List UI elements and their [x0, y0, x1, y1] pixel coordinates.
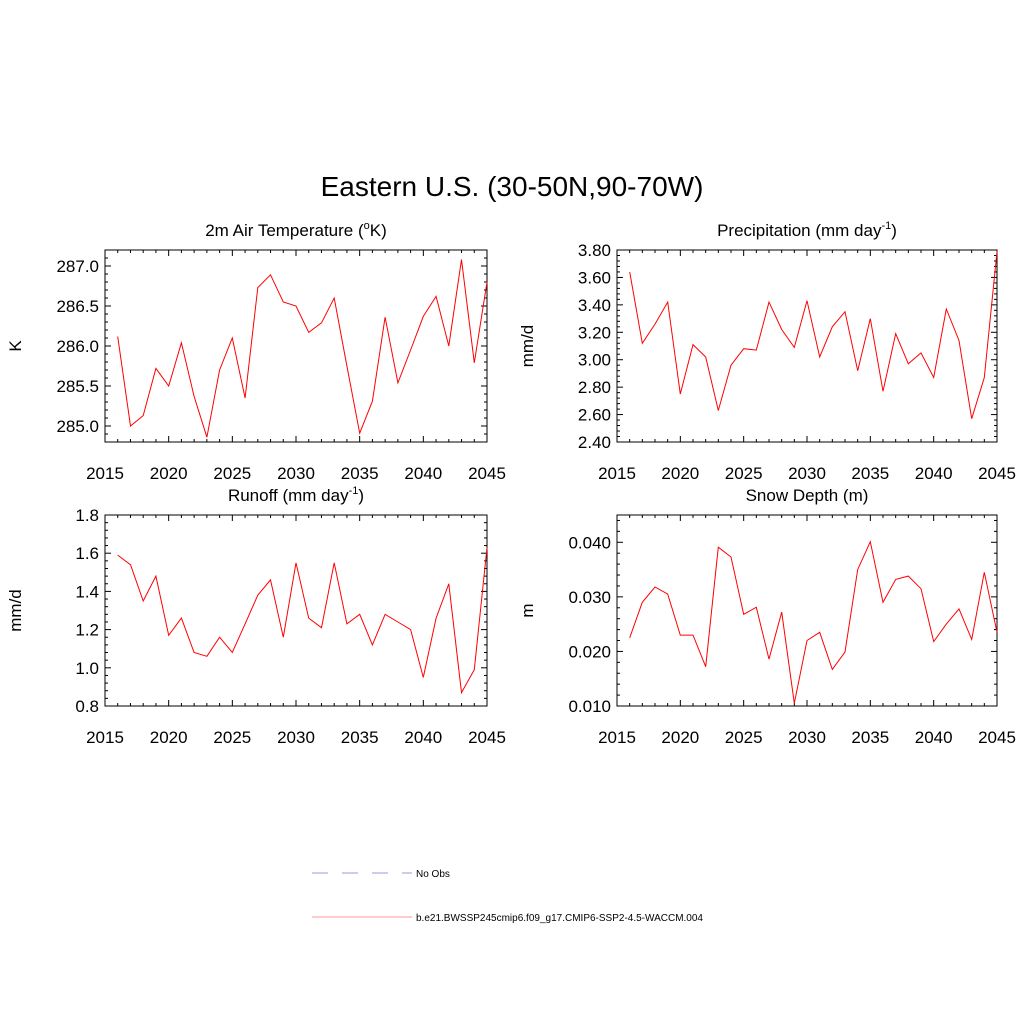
precipitation-y-tick-label: 3.00	[578, 351, 611, 370]
runoff-x-tick-label: 2035	[341, 728, 379, 747]
snow-depth-y-tick-label: 0.040	[568, 533, 611, 552]
air-temperature-y-tick-label: 286.0	[56, 337, 99, 356]
snow-depth-x-tick-label: 2040	[915, 728, 953, 747]
runoff-panel: 2015 2020 2025 2030 2035 2040 2045 0.8 1.0 1.2 1.4…	[6, 485, 506, 747]
precipitation-y-tick-label: 3.40	[578, 296, 611, 315]
snow-depth-model-series-line	[629, 540, 998, 704]
precipitation-x-tick-label: 2045	[978, 464, 1016, 483]
snow-depth-x-tick-label: 2045	[978, 728, 1016, 747]
air-temperature-y-tick-label: 285.5	[56, 377, 99, 396]
runoff-y-axis: 0.8 1.0 1.2 1.4 1.6 1.8	[75, 506, 487, 716]
air-temperature-x-axis: 2015 2020 2025 2030 2035 2040 2045	[86, 250, 506, 483]
runoff-y-tick-label: 0.8	[75, 697, 99, 716]
runoff-x-tick-label: 2045	[468, 728, 506, 747]
precipitation-x-axis: 2015 2020 2025 2030 2035 2040 2045	[598, 250, 1016, 483]
air-temperature-x-tick-label: 2040	[404, 464, 442, 483]
snow-depth-plot-frame	[616, 514, 998, 707]
precipitation-y-axis-label: mm/d	[518, 325, 537, 368]
precipitation-y-axis: 2.40 2.60 2.80 3.00 3.20 3.40 3.60 3.80	[578, 241, 997, 452]
runoff-y-tick-label: 1.4	[75, 582, 99, 601]
air-temperature-x-tick-label: 2030	[277, 464, 315, 483]
snow-depth-panel-title: Snow Depth (m)	[746, 486, 869, 505]
runoff-plot-frame	[104, 514, 488, 707]
air-temperature-panel-title: 2m Air Temperature (oK)	[205, 220, 387, 240]
snow-depth-x-tick-label: 2025	[725, 728, 763, 747]
runoff-x-axis: 2015 2020 2025 2030 2035 2040 2045	[86, 515, 506, 747]
snow-depth-x-tick-label: 2035	[851, 728, 889, 747]
precipitation-y-tick-label: 2.40	[578, 433, 611, 452]
legend-no-obs-label: No Obs	[416, 869, 450, 880]
runoff-x-tick-label: 2040	[404, 728, 442, 747]
runoff-x-tick-label: 2015	[86, 728, 124, 747]
snow-depth-x-tick-label: 2015	[598, 728, 636, 747]
air-temperature-x-tick-label: 2045	[468, 464, 506, 483]
snow-depth-y-tick-label: 0.020	[568, 642, 611, 661]
snow-depth-x-axis: 2015 2020 2025 2030 2035 2040 2045	[598, 515, 1016, 747]
figure-title: Eastern U.S. (30-50N,90-70W)	[321, 171, 704, 202]
air-temperature-y-tick-label: 287.0	[56, 257, 99, 276]
air-temperature-y-tick-label: 285.0	[56, 417, 99, 436]
air-temperature-x-tick-label: 2035	[341, 464, 379, 483]
legend-model-label: b.e21.BWSSP245cmip6.f09_g17.CMIP6-SSP2-4…	[416, 913, 703, 924]
precipitation-y-tick-label: 2.60	[578, 406, 611, 425]
air-temperature-model-series-line	[117, 259, 488, 438]
air-temperature-x-tick-label: 2015	[86, 464, 124, 483]
precipitation-x-tick-label: 2030	[788, 464, 826, 483]
air-temperature-x-tick-label: 2025	[213, 464, 251, 483]
runoff-y-tick-label: 1.0	[75, 659, 99, 678]
precipitation-x-tick-label: 2020	[661, 464, 699, 483]
precipitation-x-tick-label: 2040	[915, 464, 953, 483]
precipitation-y-tick-label: 3.80	[578, 241, 611, 260]
precipitation-panel-title: Precipitation (mm day-1)	[717, 220, 897, 240]
snow-depth-y-tick-label: 0.010	[568, 697, 611, 716]
precipitation-x-tick-label: 2015	[598, 464, 636, 483]
air-temperature-y-axis-label: K	[6, 340, 25, 352]
runoff-model-series-line	[117, 547, 488, 695]
snow-depth-x-tick-label: 2030	[788, 728, 826, 747]
runoff-y-tick-label: 1.8	[75, 506, 99, 525]
runoff-y-tick-label: 1.2	[75, 621, 99, 640]
runoff-x-tick-label: 2025	[213, 728, 251, 747]
runoff-y-axis-label: mm/d	[6, 589, 25, 632]
air-temperature-plot-frame	[104, 249, 488, 443]
precipitation-panel: 2015 2020 2025 2030 2035 2040 2045 2.40 2.60 2.80…	[518, 220, 1016, 483]
snow-depth-panel: 2015 2020 2025 2030 2035 2040 20450.0100.0200.…	[518, 486, 1016, 747]
runoff-x-tick-label: 2020	[150, 728, 188, 747]
snow-depth-x-tick-label: 2020	[661, 728, 699, 747]
snow-depth-y-axis: 0.010 0.020 0.030 0.040	[568, 519, 997, 716]
snow-depth-y-axis-label: m	[518, 603, 537, 617]
precipitation-model-series-line	[629, 251, 998, 419]
precipitation-x-tick-label: 2035	[851, 464, 889, 483]
precipitation-x-tick-label: 2025	[725, 464, 763, 483]
air-temperature-x-tick-label: 2020	[150, 464, 188, 483]
runoff-y-tick-label: 1.6	[75, 544, 99, 563]
runoff-x-tick-label: 2030	[277, 728, 315, 747]
air-temperature-panel: 2015 2020 2025 2030 2035 2040 2045285.0285.528…	[6, 220, 506, 483]
precipitation-y-tick-label: 3.20	[578, 323, 611, 342]
legend: No Obs b.e21.BWSSP245cmip6.f09_g17.CMIP6…	[312, 869, 703, 924]
runoff-panel-title: Runoff (mm day-1)	[228, 485, 364, 505]
snow-depth-y-tick-label: 0.030	[568, 588, 611, 607]
precipitation-y-tick-label: 2.80	[578, 378, 611, 397]
precipitation-y-tick-label: 3.60	[578, 268, 611, 287]
air-temperature-y-tick-label: 286.5	[56, 297, 99, 316]
air-temperature-y-axis: 285.0 285.5 286.0 286.5 287.0	[56, 249, 487, 443]
panels: 2015 2020 2025 2030 2035 2040 2045285.0285.528…	[6, 220, 1016, 747]
